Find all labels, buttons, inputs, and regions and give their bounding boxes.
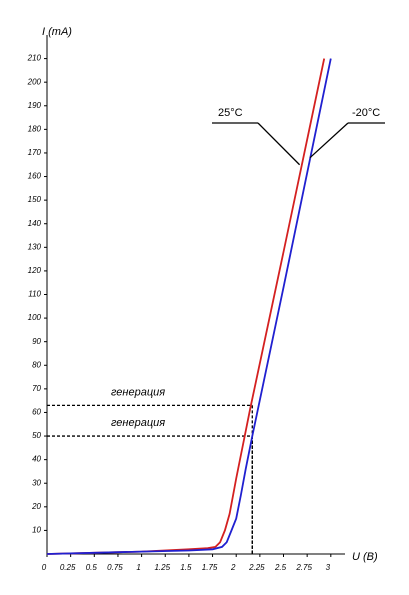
y-tick-label: 140 (28, 219, 42, 228)
x-tick-label: 2.25 (248, 563, 265, 572)
x-tick-label: 2.75 (295, 563, 312, 572)
callout-line (309, 122, 349, 159)
x-tick-label: 0.5 (86, 563, 98, 572)
y-tick-label: 30 (32, 478, 41, 487)
x-tick-label: 1.5 (180, 563, 192, 572)
x-tick-label: 3 (326, 563, 331, 572)
reference-label: генерация (111, 417, 165, 429)
x-axis-label: U (B) (352, 551, 378, 563)
y-tick-label: 190 (28, 101, 42, 110)
y-tick-label: 180 (28, 124, 42, 133)
legend-label: 25°C (218, 107, 243, 119)
y-tick-label: 150 (28, 195, 42, 204)
x-tick-label: 1.75 (202, 563, 218, 572)
x-tick-label: 0 (42, 563, 47, 572)
series-line (46, 58, 326, 555)
y-tick-label: 130 (28, 242, 42, 251)
y-tick-label: 160 (28, 172, 42, 181)
x-tick-label: 1 (136, 563, 140, 572)
y-tick-label: 110 (28, 290, 41, 299)
x-tick-label: 2 (230, 563, 236, 572)
legend-label: -20°C (352, 107, 380, 119)
y-tick-label: 20 (31, 502, 41, 511)
x-tick-label: 0.25 (60, 563, 76, 572)
x-tick-label: 1.25 (154, 563, 170, 572)
y-tick-label: 120 (28, 266, 42, 275)
y-tick-label: 200 (27, 77, 42, 86)
reference-label: генерация (111, 386, 165, 398)
callout-line (257, 122, 301, 166)
y-tick-label: 80 (32, 360, 41, 369)
x-tick-label: 0.75 (107, 563, 123, 572)
y-tick-label: 70 (32, 384, 41, 393)
y-tick-label: 100 (28, 313, 42, 322)
y-tick-label: 60 (32, 408, 41, 417)
series-line (46, 58, 332, 555)
y-tick-label: 210 (27, 54, 42, 63)
y-tick-label: 90 (32, 337, 41, 346)
y-axis-label: I (mA) (42, 26, 72, 38)
y-tick-label: 170 (28, 148, 42, 157)
y-tick-label: 50 (32, 431, 41, 440)
y-tick-label: 10 (32, 526, 41, 535)
y-tick-label: 40 (32, 455, 41, 464)
x-tick-label: 2.5 (274, 563, 287, 572)
